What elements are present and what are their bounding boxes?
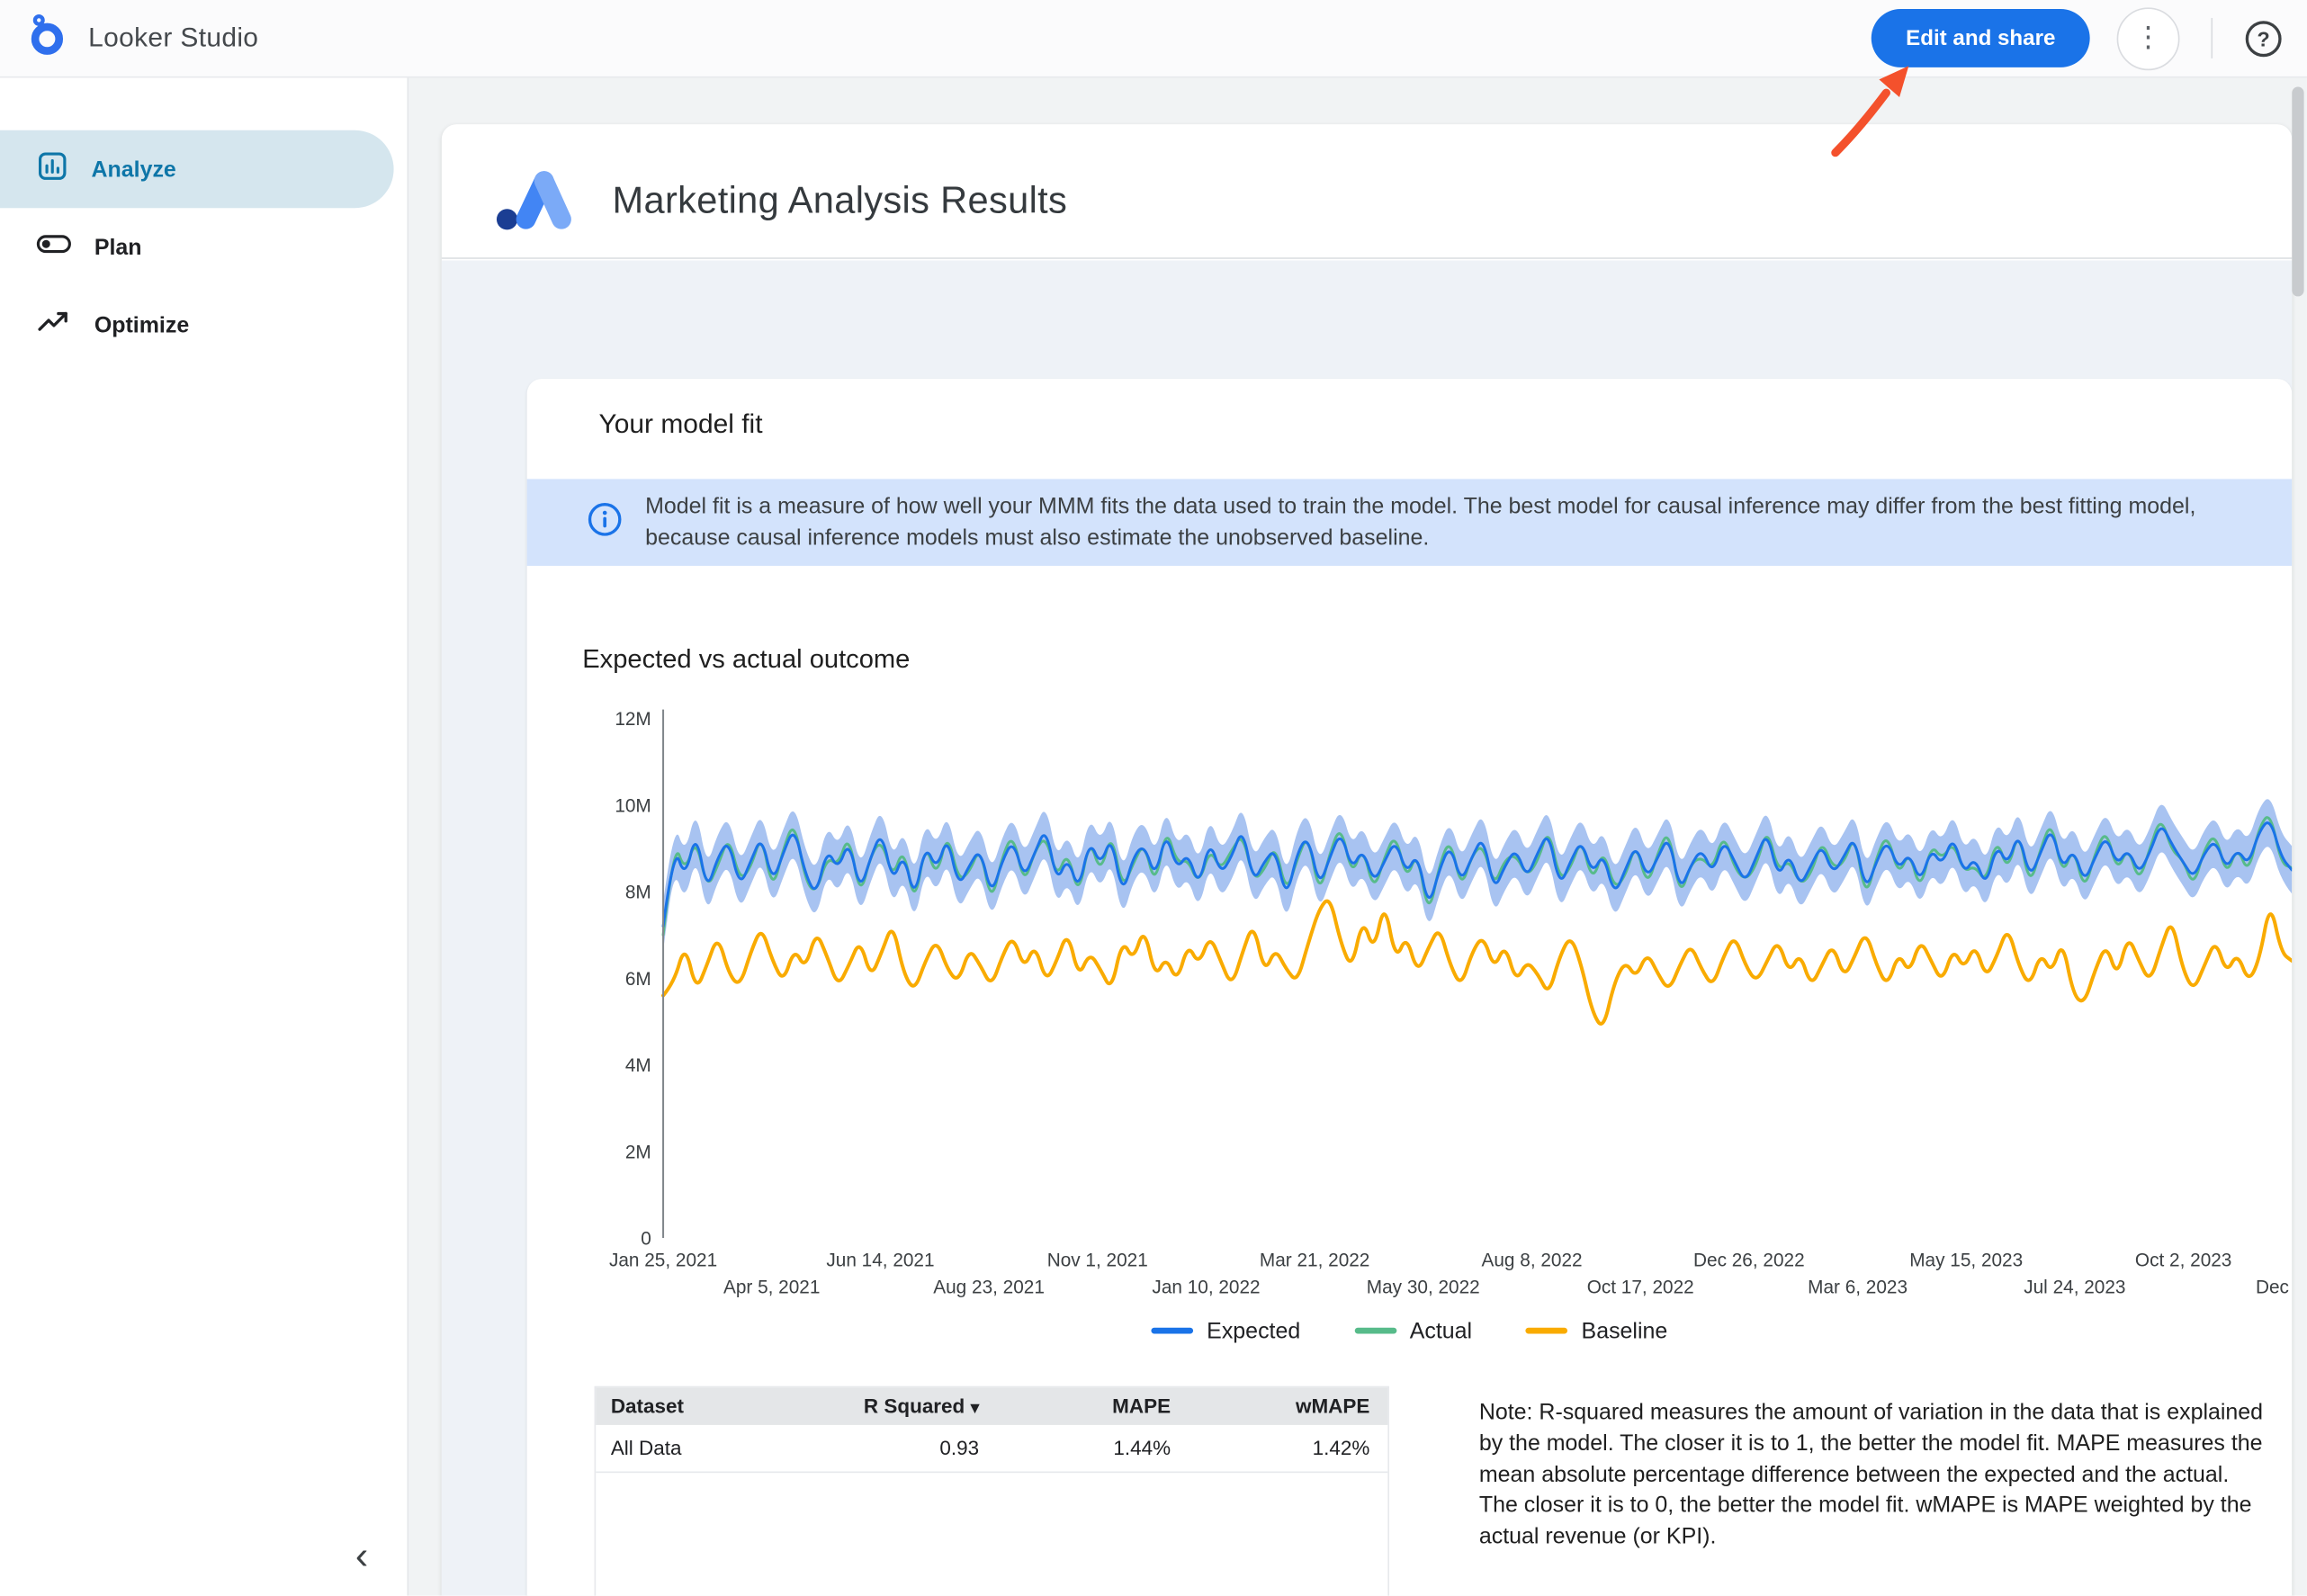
- topbar-divider: [2211, 17, 2213, 58]
- help-icon: ?: [2245, 20, 2282, 57]
- model-fit-bottom-row: Dataset R Squared ▾ MAPE wMAPE: [594, 1385, 2293, 1596]
- svg-text:Nov 1, 2021: Nov 1, 2021: [1047, 1251, 1148, 1271]
- legend-swatch: [1525, 1328, 1568, 1334]
- model-fit-card: Your model fit Model fit is a measure of…: [526, 378, 2293, 1596]
- svg-text:Mar 21, 2022: Mar 21, 2022: [1260, 1251, 1369, 1271]
- sidebar-collapse-button[interactable]: ‹: [349, 1529, 374, 1581]
- sidebar-item-label: Optimize: [94, 311, 190, 338]
- report-title: Marketing Analysis Results: [612, 179, 1068, 222]
- legend-item-actual: Actual: [1354, 1318, 1472, 1343]
- report-body: Your model fit Model fit is a measure of…: [441, 260, 2293, 1596]
- report-header: Marketing Analysis Results: [441, 124, 2293, 259]
- sidebar-item-optimize[interactable]: Optimize: [0, 286, 408, 364]
- toggle-icon: [36, 228, 72, 266]
- svg-text:Aug 23, 2021: Aug 23, 2021: [933, 1278, 1045, 1298]
- svg-text:10M: 10M: [615, 795, 651, 816]
- app-header: Looker Studio Edit and share ⋮ ?: [0, 0, 2307, 78]
- legend-item-baseline: Baseline: [1525, 1317, 1668, 1344]
- svg-text:0: 0: [641, 1228, 651, 1249]
- chart-wrap: 0 2M 4M 6M 8M 10M 12M Jan 25, 2021 Apr 5, 2021 Ju…: [527, 704, 2293, 1350]
- trending-up-icon: [36, 305, 72, 344]
- sort-desc-icon: ▾: [970, 1399, 980, 1418]
- column-header-r-squared[interactable]: R Squared ▾: [863, 1394, 980, 1418]
- table-header-row: Dataset R Squared ▾ MAPE wMAPE: [596, 1387, 1388, 1425]
- app-title: Looker Studio: [88, 22, 259, 53]
- help-button[interactable]: ?: [2241, 15, 2286, 60]
- looker-studio-logo-icon: [24, 12, 69, 64]
- legend-label: Actual: [1409, 1317, 1473, 1344]
- chart-title: Expected vs actual outcome: [582, 643, 911, 674]
- edit-and-share-button[interactable]: Edit and share: [1871, 8, 2090, 67]
- sidebar: Analyze Plan Optimize ‹: [0, 77, 409, 1596]
- main-content: Marketing Analysis Results Your model fi…: [408, 77, 2307, 1596]
- section-title: Your model fit: [598, 408, 763, 439]
- svg-text:Apr 5, 2021: Apr 5, 2021: [723, 1278, 820, 1298]
- column-header-dataset[interactable]: Dataset: [610, 1394, 684, 1418]
- legend-swatch: [1151, 1328, 1194, 1334]
- svg-text:Oct 2, 2023: Oct 2, 2023: [2135, 1251, 2231, 1271]
- svg-text:May 30, 2022: May 30, 2022: [1367, 1278, 1480, 1298]
- column-header-wmape[interactable]: wMAPE: [1295, 1394, 1370, 1418]
- svg-text:Dec: Dec: [2256, 1278, 2289, 1298]
- svg-text:6M: 6M: [625, 969, 651, 990]
- svg-text:Oct 17, 2022: Oct 17, 2022: [1587, 1278, 1694, 1298]
- svg-text:Jul 24, 2023: Jul 24, 2023: [2024, 1278, 2125, 1298]
- svg-text:Aug 8, 2022: Aug 8, 2022: [1482, 1251, 1583, 1271]
- legend-label: Expected: [1207, 1317, 1301, 1344]
- note-text: Note: R-squared measures the amount of v…: [1478, 1399, 2264, 1550]
- cell-dataset: All Data: [610, 1437, 682, 1460]
- report-canvas: Marketing Analysis Results Your model fi…: [441, 124, 2293, 1596]
- metrics-table: Dataset R Squared ▾ MAPE wMAPE: [594, 1385, 1390, 1596]
- sidebar-item-plan[interactable]: Plan: [0, 208, 408, 286]
- svg-text:Mar 6, 2023: Mar 6, 2023: [1808, 1278, 1908, 1298]
- svg-text:Jan 10, 2022: Jan 10, 2022: [1152, 1278, 1260, 1298]
- kebab-icon: ⋮: [2133, 22, 2163, 54]
- more-options-button[interactable]: ⋮: [2116, 6, 2180, 70]
- svg-text:2M: 2M: [625, 1142, 651, 1162]
- cell-wmape: 1.42%: [1312, 1437, 1370, 1460]
- analytics-icon: [36, 149, 69, 188]
- sidebar-item-analyze[interactable]: Analyze: [0, 130, 394, 209]
- legend-swatch: [1354, 1328, 1396, 1334]
- marketing-platform-logo-icon: [494, 163, 587, 239]
- chart-legend: Expected Actual Baseline: [527, 1311, 2293, 1349]
- table-row: All Data 0.93 1.44% 1.42%: [596, 1425, 1388, 1474]
- sidebar-item-label: Analyze: [91, 156, 176, 183]
- cell-r-squared: 0.93: [939, 1437, 980, 1460]
- column-header-mape[interactable]: MAPE: [1112, 1394, 1171, 1418]
- legend-item-expected: Expected: [1151, 1317, 1301, 1344]
- model-fit-chart[interactable]: 0 2M 4M 6M 8M 10M 12M Jan 25, 2021 Apr 5, 2021 Ju…: [527, 704, 2293, 1308]
- svg-text:Jan 25, 2021: Jan 25, 2021: [609, 1251, 717, 1271]
- legend-label: Baseline: [1581, 1317, 1668, 1344]
- svg-text:May 15, 2023: May 15, 2023: [1909, 1251, 2023, 1271]
- scrollbar-thumb[interactable]: [2292, 86, 2304, 297]
- info-text: Model fit is a measure of how well your …: [645, 494, 2196, 551]
- chevron-left-icon: ‹: [355, 1532, 369, 1578]
- sidebar-item-label: Plan: [94, 234, 142, 260]
- svg-text:4M: 4M: [625, 1055, 651, 1076]
- svg-text:Dec 26, 2022: Dec 26, 2022: [1693, 1251, 1805, 1271]
- info-icon: [587, 501, 623, 544]
- svg-text:12M: 12M: [615, 709, 651, 730]
- svg-text:Jun 14, 2021: Jun 14, 2021: [826, 1251, 934, 1271]
- brand: Looker Studio: [24, 12, 259, 64]
- info-banner: Model fit is a measure of how well your …: [526, 479, 2293, 566]
- cell-mape: 1.44%: [1113, 1437, 1171, 1460]
- svg-text:8M: 8M: [625, 883, 651, 903]
